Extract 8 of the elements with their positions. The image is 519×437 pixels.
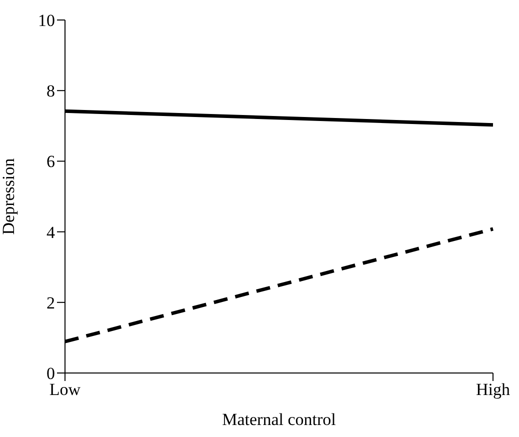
y-axis-title: Depression (0, 158, 18, 235)
x-tick-label: High (476, 380, 510, 400)
y-tick-label: 6 (46, 152, 55, 172)
y-tick-label: 10 (38, 11, 55, 30)
y-tick-label: 8 (46, 82, 55, 101)
y-tick-label: 4 (46, 222, 56, 242)
y-tick-label: 2 (46, 293, 55, 312)
x-axis-title: Maternal control (222, 410, 336, 429)
